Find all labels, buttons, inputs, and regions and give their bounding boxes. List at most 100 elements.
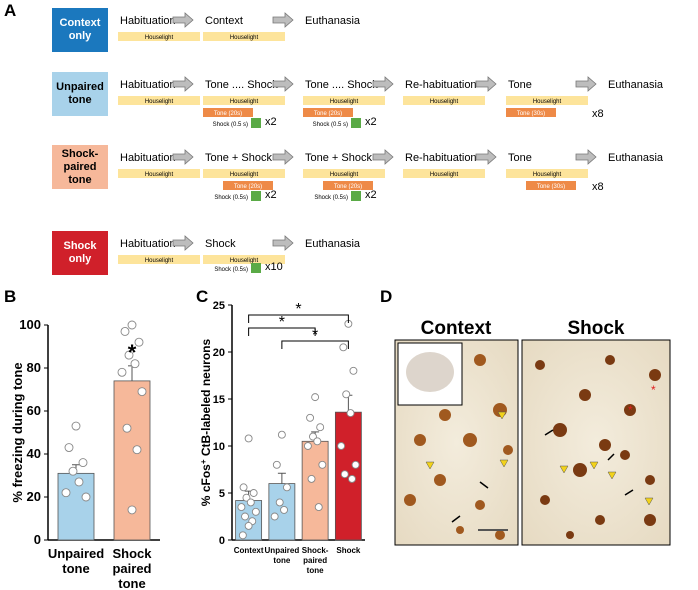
tone-bar [506,108,556,117]
tone-label: Tone (20s) [214,111,242,117]
shock-square [251,118,261,128]
micrograph-shock: * * [521,339,671,546]
repeat-label: x2 [265,116,277,128]
houselight-bar [506,169,588,178]
data-point [307,474,316,483]
data-point [127,320,137,330]
step-label: Euthanasia [305,15,361,27]
step-label: Tone [508,79,532,91]
repeat-label: x8 [592,108,604,120]
y-tick-label: 40 [27,446,41,461]
shock-square [351,118,361,128]
category-label: Unpaired tone [264,546,300,565]
data-point [71,421,81,431]
comparison-bracket [281,340,349,349]
micrograph-context [394,339,519,546]
y-tick-label: 0 [219,535,225,547]
data-point [314,503,323,512]
shock-label: Shock (0.5 s) [313,122,348,128]
data-point [78,458,88,468]
step-label: Tone .... Shock [205,79,278,91]
data-point [311,393,320,402]
arrow [479,481,489,489]
inset-brain [406,352,454,392]
houselight-label: Houselight [230,99,259,105]
panel-label: C [196,287,208,306]
data-point [244,434,253,443]
category-label: Unpaired tone [47,546,105,576]
houselight-bar [403,169,485,178]
asterisk-marker: * [651,383,656,397]
flow-arrow [272,235,294,251]
comparison-label: * [312,327,318,344]
bar [334,411,362,541]
step-label: Re-habituation [405,152,477,164]
repeat-label: x2 [365,189,377,201]
repeat-label: x10 [265,261,283,273]
significance-label: * [128,340,137,365]
shock-square [251,191,261,201]
flow-arrow [272,12,294,28]
data-point [117,367,127,377]
panel-label: D [380,287,392,306]
data-point [346,409,355,418]
data-point [282,483,291,492]
flow-arrow [372,149,394,165]
arrowhead [559,465,569,474]
y-tick-label: 5 [219,488,225,500]
y-tick-label: 15 [213,394,225,406]
data-point [339,343,348,352]
comparison-bracket [248,314,349,323]
data-point [277,430,286,439]
houselight-bar [118,169,200,178]
bar [301,440,329,541]
step-label: Euthanasia [608,79,664,91]
flow-arrow [272,149,294,165]
arrow [544,429,554,436]
data-point [68,466,78,476]
data-point [251,507,260,516]
repeat-label: x8 [592,181,604,193]
arrowhead [644,497,654,506]
comparison-label: * [295,301,301,318]
micrograph-title: Shock [567,318,624,339]
y-label-superscript: + [199,459,208,464]
arrowhead [425,461,435,470]
y-tick-label: 10 [213,441,225,453]
flow-arrow [172,76,194,92]
data-point [61,488,71,498]
step-label: Re-habituation [405,79,477,91]
group-box: Context only [52,8,108,52]
houselight-label: Houselight [430,172,459,178]
repeat-label: x2 [265,189,277,201]
data-point [316,423,325,432]
data-point [318,460,327,469]
houselight-bar [118,96,200,105]
houselight-bar [203,96,285,105]
flow-arrow [172,149,194,165]
data-point [74,477,84,487]
y-axis-label: % freezing during tone [10,362,25,502]
houselight-bar [506,96,588,105]
shock-label: Shock (0.5 s) [213,122,248,128]
step-label: Habituation [120,79,176,91]
arrowhead [589,461,599,470]
data-point [348,474,356,483]
houselight-label: Houselight [330,172,359,178]
houselight-label: Houselight [145,258,174,264]
y-label-rest: CtB-labeled neurons [199,338,213,459]
group-box: Shock only [52,231,108,275]
flow-arrow [172,12,194,28]
tone-bar [526,181,576,190]
tone-label: Tone (20s) [314,111,342,117]
shock-square [351,191,361,201]
data-point [270,512,279,521]
data-point [280,505,288,514]
data-point [130,359,140,369]
y-tick-label: 60 [27,403,41,418]
bar [113,380,151,541]
data-point [337,442,346,450]
step-label: Tone + Shock [205,152,272,164]
cells [403,354,513,540]
